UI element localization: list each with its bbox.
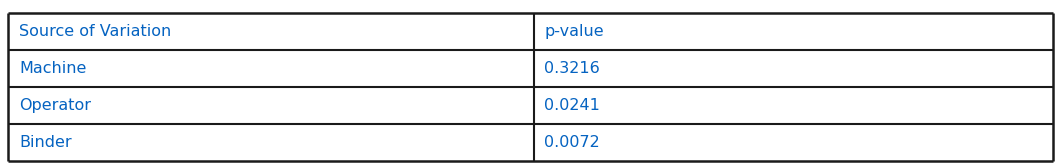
Text: p-value: p-value (544, 24, 604, 39)
Text: Operator: Operator (19, 98, 91, 113)
Text: 0.0241: 0.0241 (544, 98, 601, 113)
Bar (8, 13, 534, 50)
Bar (534, 13, 1053, 50)
Bar (8, 87, 534, 124)
Text: 0.3216: 0.3216 (544, 61, 599, 76)
Bar (534, 50, 1053, 87)
Text: 0.0072: 0.0072 (544, 135, 599, 150)
Bar (8, 124, 534, 161)
Text: Binder: Binder (19, 135, 72, 150)
Bar (8, 50, 534, 87)
Bar (534, 87, 1053, 124)
Text: Machine: Machine (19, 61, 87, 76)
Bar (534, 124, 1053, 161)
Text: Source of Variation: Source of Variation (19, 24, 171, 39)
